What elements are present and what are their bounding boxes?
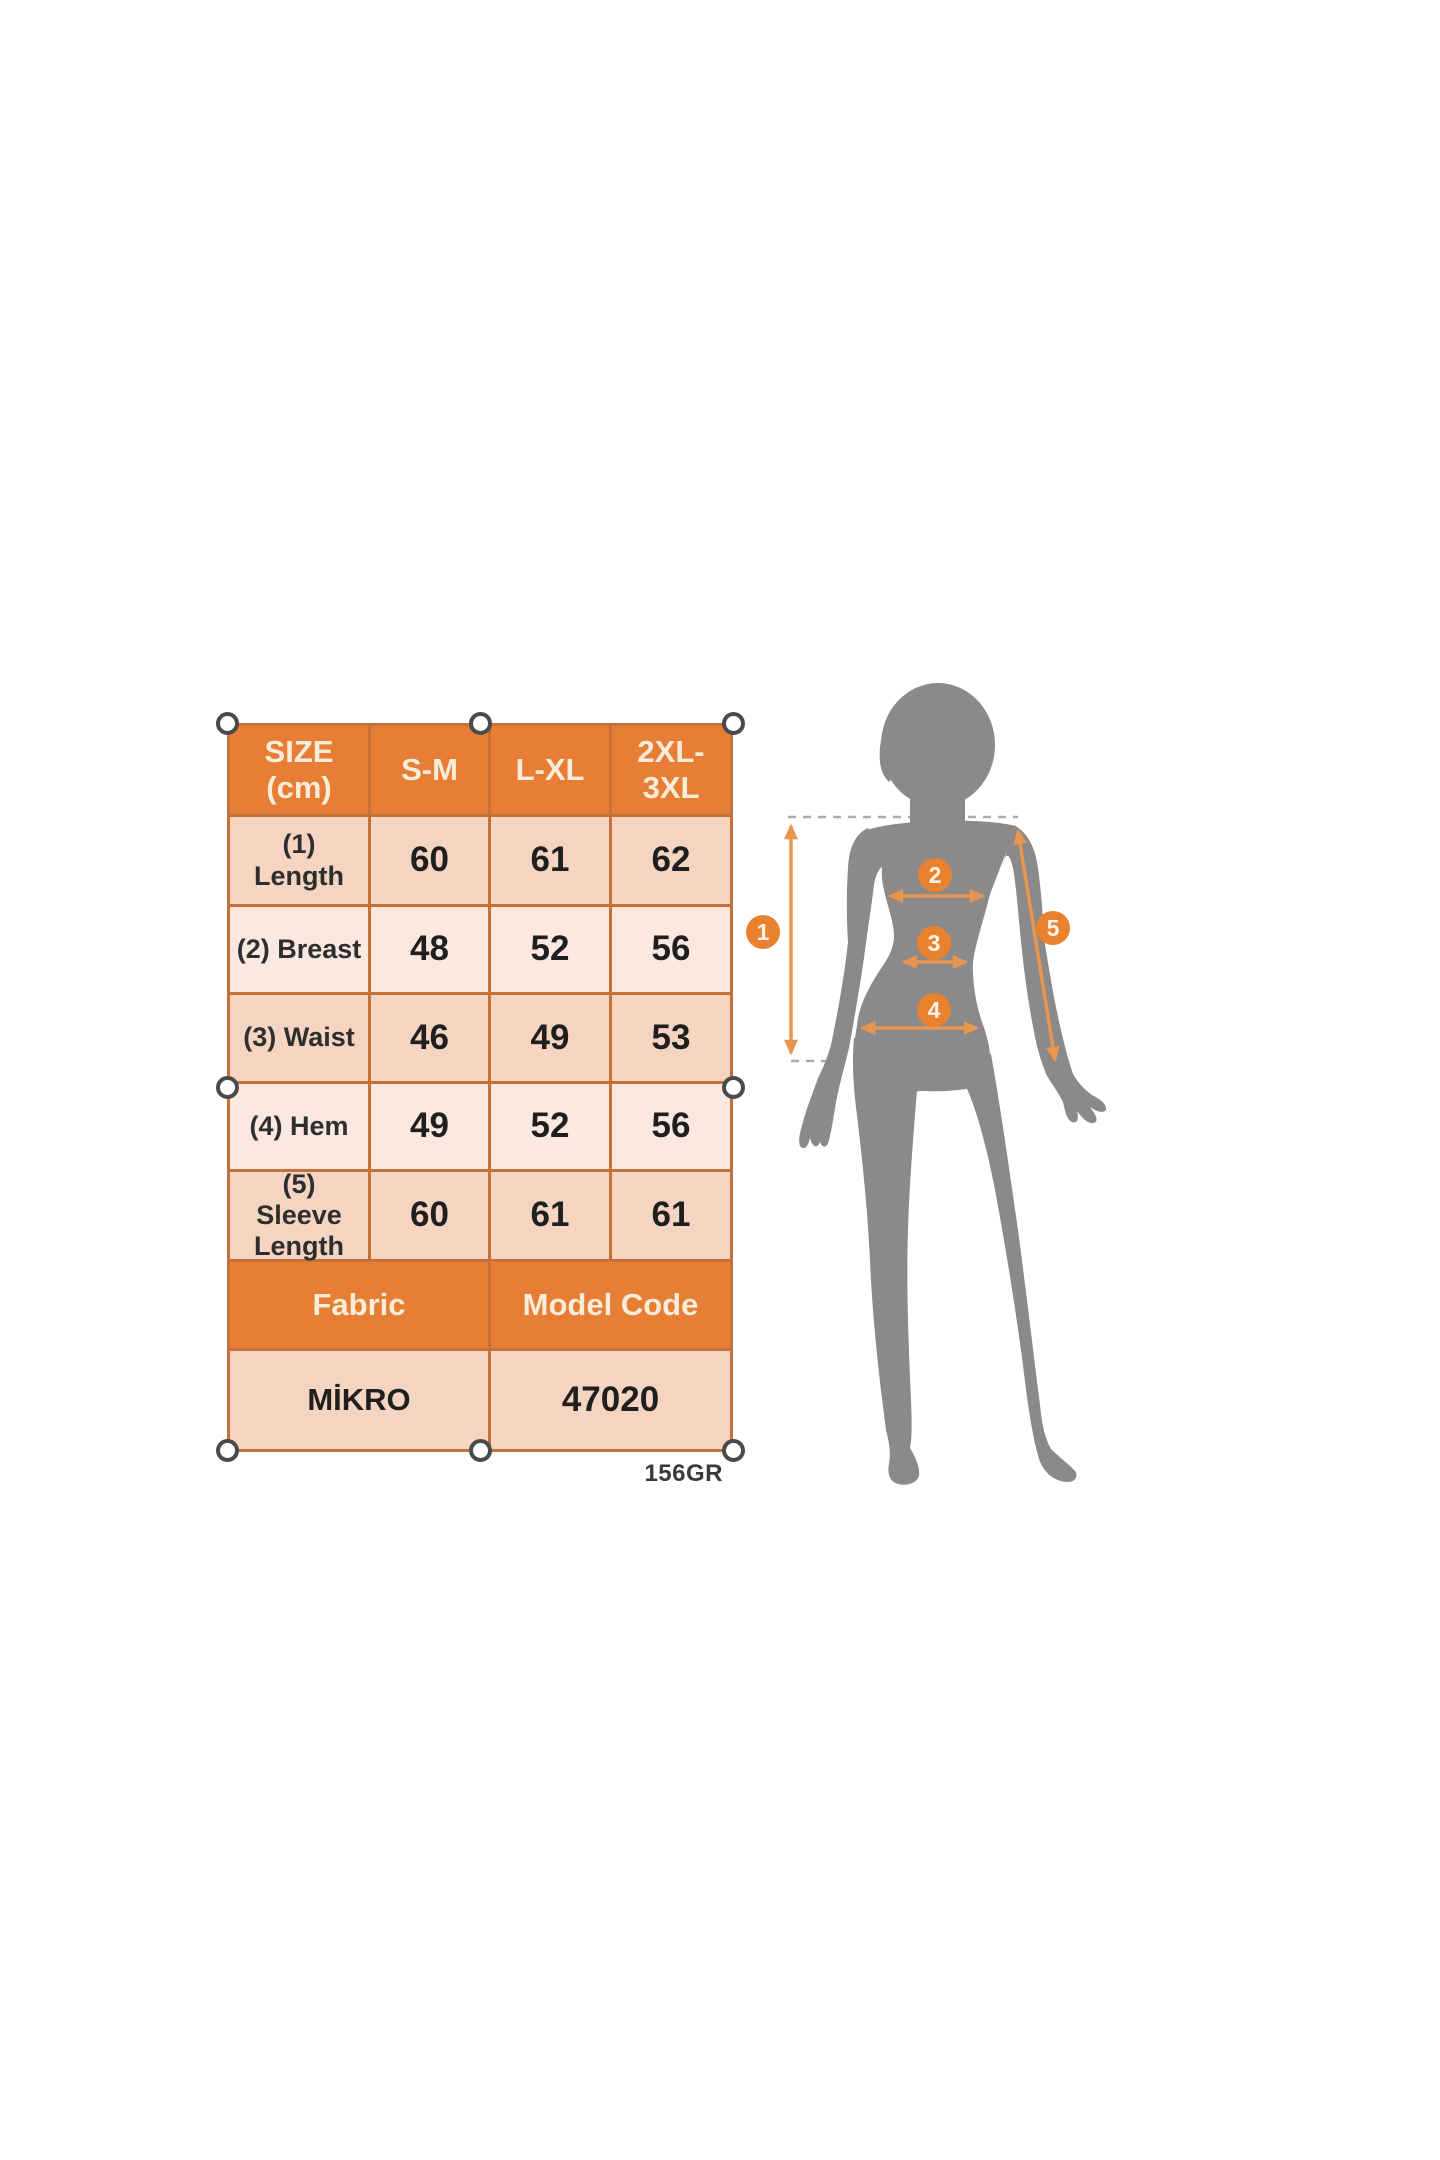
cell-sleeve-lxl: 61 (491, 1172, 609, 1259)
selection-handle-top-left[interactable] (216, 712, 239, 735)
measure-marker-5: 5 (1036, 911, 1070, 945)
selection-handle-middle-right[interactable] (722, 1076, 745, 1099)
row-label-sleeve: (5) Sleeve Length (230, 1169, 368, 1261)
cell-sleeve-2xl: 61 (612, 1172, 730, 1259)
row-label-waist: (3) Waist (230, 995, 368, 1081)
woman-silhouette-svg (784, 683, 1107, 1485)
row-label-hem: (4) Hem (230, 1084, 368, 1169)
header-col-sm: S-M (371, 726, 488, 814)
left-leg (853, 1038, 920, 1485)
measure-marker-2: 2 (918, 858, 952, 892)
cell-hem-sm: 49 (371, 1084, 488, 1169)
header-size-cell: SIZE (cm) (230, 726, 368, 814)
weight-note: 156GR (644, 1460, 723, 1487)
cell-length-lxl: 61 (491, 817, 609, 904)
measurement-figure (760, 670, 1160, 1490)
measure-marker-3: 3 (917, 926, 951, 960)
selection-handle-bottom-left[interactable] (216, 1439, 239, 1462)
footer-fabric-header: Fabric (230, 1262, 488, 1348)
measure-marker-1: 1 (746, 915, 780, 949)
row-label-length: (1) Length (230, 817, 368, 904)
footer-model-value: 47020 (491, 1351, 730, 1449)
head (881, 683, 995, 807)
cell-breast-lxl: 52 (491, 907, 609, 992)
size-chart-table: SIZE (cm) S-M L-XL 2XL- 3XL (1) Length 6… (227, 723, 733, 1452)
cell-breast-sm: 48 (371, 907, 488, 992)
cell-waist-2xl: 53 (612, 995, 730, 1081)
footer-fabric-value: MİKRO (230, 1351, 488, 1449)
selection-handle-bottom-right[interactable] (722, 1439, 745, 1462)
cell-waist-lxl: 49 (491, 995, 609, 1081)
cell-length-sm: 60 (371, 817, 488, 904)
right-arm (1003, 825, 1107, 1124)
left-arm (799, 828, 883, 1149)
selection-handle-middle-left[interactable] (216, 1076, 239, 1099)
header-col-lxl: L-XL (491, 726, 609, 814)
selection-handle-top-right[interactable] (722, 712, 745, 735)
right-leg (924, 1048, 1077, 1482)
header-col-2xl3xl: 2XL- 3XL (612, 726, 730, 814)
cell-hem-2xl: 56 (612, 1084, 730, 1169)
measure-marker-4: 4 (917, 993, 951, 1027)
selection-handle-bottom-middle[interactable] (469, 1439, 492, 1462)
row-label-breast: (2) Breast (230, 907, 368, 992)
footer-model-header: Model Code (491, 1262, 730, 1348)
cell-length-2xl: 62 (612, 817, 730, 904)
cell-breast-2xl: 56 (612, 907, 730, 992)
cell-sleeve-sm: 60 (371, 1172, 488, 1259)
woman-silhouette (799, 683, 1107, 1485)
hair-tip (879, 740, 898, 782)
cell-hem-lxl: 52 (491, 1084, 609, 1169)
sleeve-arrow (1013, 828, 1060, 1063)
cell-waist-sm: 46 (371, 995, 488, 1081)
selection-handle-top-middle[interactable] (469, 712, 492, 735)
